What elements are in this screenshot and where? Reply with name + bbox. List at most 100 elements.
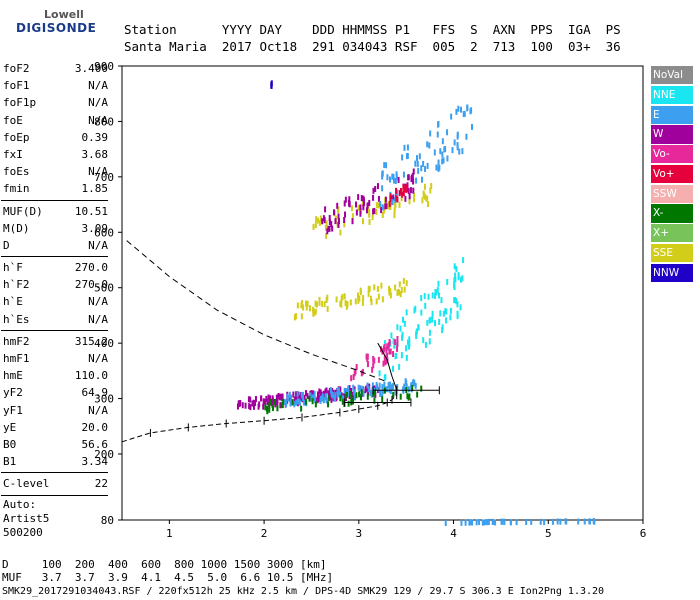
data-point [398,281,401,288]
data-point [373,357,376,364]
data-point [368,199,371,206]
data-point [458,148,461,155]
legend-item-w: W [651,125,693,144]
data-point [392,173,395,180]
autoscale-label: Auto: [3,497,37,511]
y-tick-label: 700 [94,171,114,184]
param-value: N/A [88,352,108,365]
data-point [281,402,284,409]
data-point [412,187,415,194]
data-point [314,401,317,408]
data-point [377,293,380,300]
data-point [436,287,439,294]
data-point [301,394,304,401]
data-point [323,301,326,308]
param-row: h`Es N/A [0,311,112,328]
data-point [315,397,318,404]
data-point [337,387,340,394]
param-value: 1.85 [81,182,109,196]
data-point [358,385,361,392]
data-point [487,519,490,526]
density-profile-dashed [126,240,388,383]
data-point [392,383,395,390]
data-point [308,305,311,312]
data-point [318,296,321,303]
data-point [324,224,327,231]
data-point [358,391,361,398]
data-point [283,398,286,405]
data-point [395,187,398,194]
data-point [424,165,427,172]
data-point [442,157,445,164]
data-point [422,190,425,197]
data-point [279,394,282,401]
data-point [426,141,429,148]
data-point [310,395,313,402]
param-value: 64.9 [81,386,109,400]
data-point [361,385,364,392]
data-point [381,170,384,177]
data-point [249,404,252,411]
data-point [385,203,388,210]
y-tick-label: 300 [94,393,114,406]
data-point [588,518,591,525]
data-point [470,107,473,114]
data-point [382,387,385,394]
data-point [492,518,495,525]
data-point [556,518,559,525]
data-point [577,518,580,525]
data-point [398,190,401,197]
data-point [370,299,373,306]
data-point [459,304,462,311]
data-point [442,310,445,317]
data-point [405,354,408,361]
data-point [456,310,459,317]
data-point [336,391,339,398]
data-point [343,293,346,300]
data-point [328,225,331,232]
data-point [306,393,309,400]
data-point [343,221,346,228]
data-point [374,389,377,396]
param-value: 3.34 [81,455,109,469]
data-point [446,129,449,136]
data-point [328,395,331,402]
data-point [401,334,404,341]
data-point [334,218,337,225]
data-point [389,381,392,388]
data-point [414,160,417,167]
data-point [371,214,374,221]
data-point [360,195,363,202]
data-point [478,518,481,525]
data-point [329,387,332,394]
data-point [428,142,431,149]
data-point [406,144,409,151]
data-point [312,394,315,401]
data-point [401,331,404,338]
separator [1,494,108,496]
data-point [405,186,408,193]
data-point [361,200,364,207]
data-point [295,391,298,398]
data-point [393,342,396,349]
y-tick-label: 800 [94,115,114,128]
data-point [412,168,415,175]
data-point [402,190,405,197]
data-point [300,391,303,398]
data-point [471,123,474,130]
data-point [389,388,392,395]
param-name: B0 [3,437,17,451]
data-point [266,408,269,415]
data-point [355,201,358,208]
param-value: 56.6 [81,437,109,451]
data-point [456,131,459,138]
data-point [388,348,391,355]
data-point [399,393,402,400]
data-point [282,398,285,405]
data-point [437,280,440,287]
data-point [455,298,458,305]
data-point [345,303,348,310]
param-value: 110.0 [74,369,108,383]
data-point [362,294,365,301]
param-name: h`E [3,295,23,309]
